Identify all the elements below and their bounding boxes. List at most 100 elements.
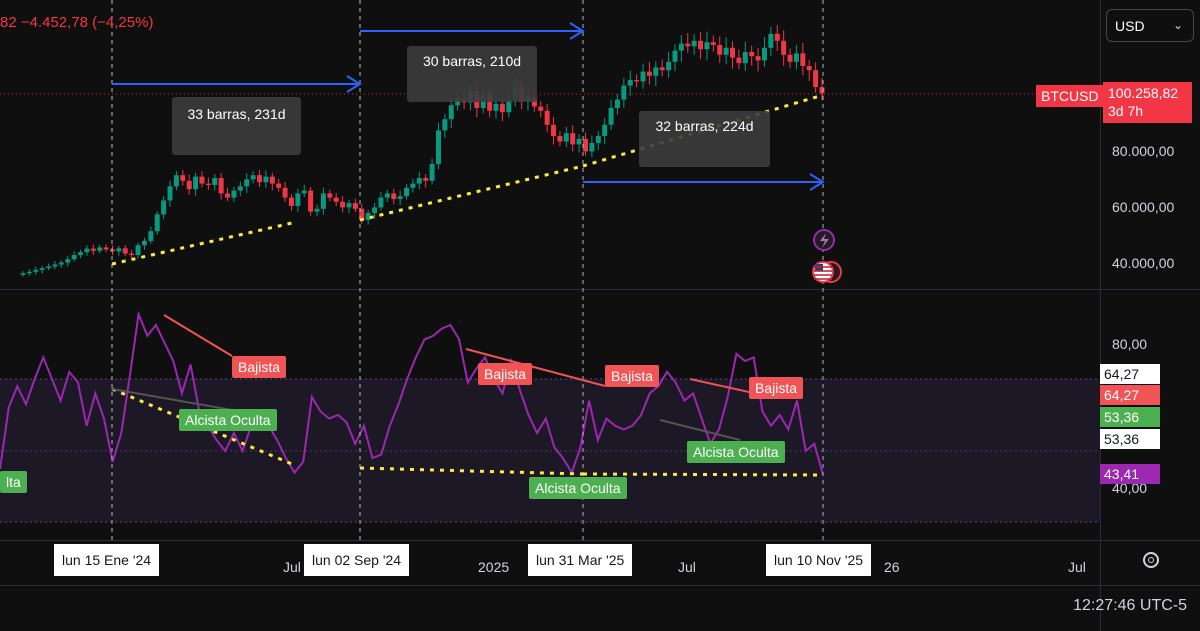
candle-body — [26, 271, 32, 274]
candle-body — [499, 103, 505, 113]
candle-body — [78, 252, 84, 255]
candle-body — [589, 143, 595, 152]
candle-body — [186, 180, 192, 190]
candle-body — [372, 207, 378, 213]
candle-body — [397, 196, 403, 199]
candle-body — [551, 124, 557, 136]
candle-body — [308, 190, 314, 212]
candle-body — [378, 197, 384, 208]
candle-body — [391, 193, 397, 199]
candle-body — [793, 53, 799, 62]
candle-body — [244, 179, 250, 187]
candle-body — [646, 71, 652, 76]
chevron-down-icon: ⌄ — [1172, 18, 1183, 32]
measure-label[interactable]: 33 barras, 231d — [172, 97, 301, 155]
candle-body — [250, 175, 256, 180]
candle-body — [116, 248, 122, 252]
candle-body — [723, 47, 729, 55]
clock-timezone[interactable]: 12:27:46 UTC-5 — [1073, 597, 1187, 614]
candle-body — [634, 80, 640, 82]
settings-icon[interactable] — [1143, 552, 1159, 568]
candle-body — [736, 57, 742, 64]
candle-body — [71, 255, 77, 260]
candle-body — [410, 183, 416, 188]
measure-label[interactable]: 30 barras, 210d — [407, 46, 537, 102]
candle-body — [557, 136, 563, 142]
price-tick: 80.000,00 — [1112, 143, 1175, 159]
lightning-icon — [820, 233, 829, 248]
bar-countdown: 3d 7h — [1103, 102, 1192, 123]
candle-body — [749, 52, 755, 57]
candle-body — [768, 33, 774, 48]
candle-body — [301, 190, 307, 194]
candle-body — [544, 110, 550, 125]
currency-select[interactable]: USD ⌄ — [1106, 9, 1194, 42]
price-tick: 60.000,00 — [1112, 199, 1175, 215]
candle-body — [659, 67, 665, 71]
candle-body — [340, 201, 346, 208]
candle-body — [423, 178, 429, 181]
symbol-name: BTCUSD — [1036, 85, 1104, 107]
crosshair-date-label: lun 02 Sep '24 — [304, 544, 410, 576]
candle-body — [678, 43, 684, 51]
price-pane — [0, 0, 1100, 289]
hidden-bullish-divergence-label[interactable]: Alcista Oculta — [687, 441, 785, 463]
candle-body — [538, 106, 544, 111]
rsi-value-badge: 64,27 — [1100, 385, 1160, 405]
hidden-divergence-line — [111, 388, 233, 411]
price-trendline — [582, 93, 824, 168]
bearish-divergence-label[interactable]: Bajista — [749, 377, 804, 399]
bearish-divergence-label[interactable]: Bajista — [478, 363, 533, 385]
candle-body — [404, 187, 410, 197]
candle-body — [717, 45, 723, 55]
candle-body — [806, 66, 812, 71]
hidden-divergence-line — [659, 419, 741, 441]
hidden-bullish-divergence-label[interactable]: Alcista Oculta — [179, 409, 277, 431]
candle-body — [781, 40, 787, 55]
candle-body — [698, 40, 704, 50]
candle-body — [730, 47, 736, 58]
candle-body — [346, 203, 352, 208]
candle-body — [90, 248, 96, 251]
candle-body — [710, 42, 716, 45]
candle-body — [193, 176, 199, 190]
candle-body — [269, 176, 275, 184]
candle-body — [205, 183, 211, 185]
candle-body — [129, 253, 135, 255]
candle-body — [314, 208, 320, 212]
measure-arrow-head — [569, 22, 585, 40]
candle-body — [621, 85, 627, 100]
candle-body — [416, 178, 422, 184]
candle-body — [212, 178, 218, 185]
candle-body — [288, 197, 294, 206]
candle-body — [237, 186, 243, 191]
candle-body — [359, 208, 365, 220]
rsi-value-badge: 53,36 — [1100, 429, 1160, 449]
price-trendline — [359, 164, 584, 222]
candle-body — [506, 99, 512, 113]
candle-body — [231, 190, 237, 198]
candle-body — [640, 71, 646, 82]
bearish-divergence-label[interactable]: Bajista — [232, 356, 287, 378]
candle-body — [435, 130, 441, 164]
candle-body — [141, 241, 147, 246]
candle-body — [263, 176, 269, 183]
bearish-divergence-label[interactable]: Bajista — [605, 365, 660, 387]
candle-body — [627, 80, 633, 86]
candle-body — [602, 124, 608, 136]
price-tick: 40.000,00 — [1112, 255, 1175, 271]
measure-label[interactable]: 32 barras, 224d — [639, 111, 770, 167]
price-trendline — [111, 221, 293, 266]
hidden-bullish-divergence-label[interactable]: lta — [0, 471, 27, 493]
candle-body — [787, 54, 793, 62]
candle-body — [320, 193, 326, 209]
crosshair-date-label: lun 31 Mar '25 — [528, 544, 633, 576]
candle-body — [685, 43, 691, 47]
candle-body — [384, 193, 390, 198]
rsi-trendline — [582, 472, 824, 477]
time-tick: 2025 — [478, 559, 510, 575]
candle-body — [58, 262, 64, 265]
hidden-bullish-divergence-label[interactable]: Alcista Oculta — [529, 477, 627, 499]
candle-body — [608, 108, 614, 125]
